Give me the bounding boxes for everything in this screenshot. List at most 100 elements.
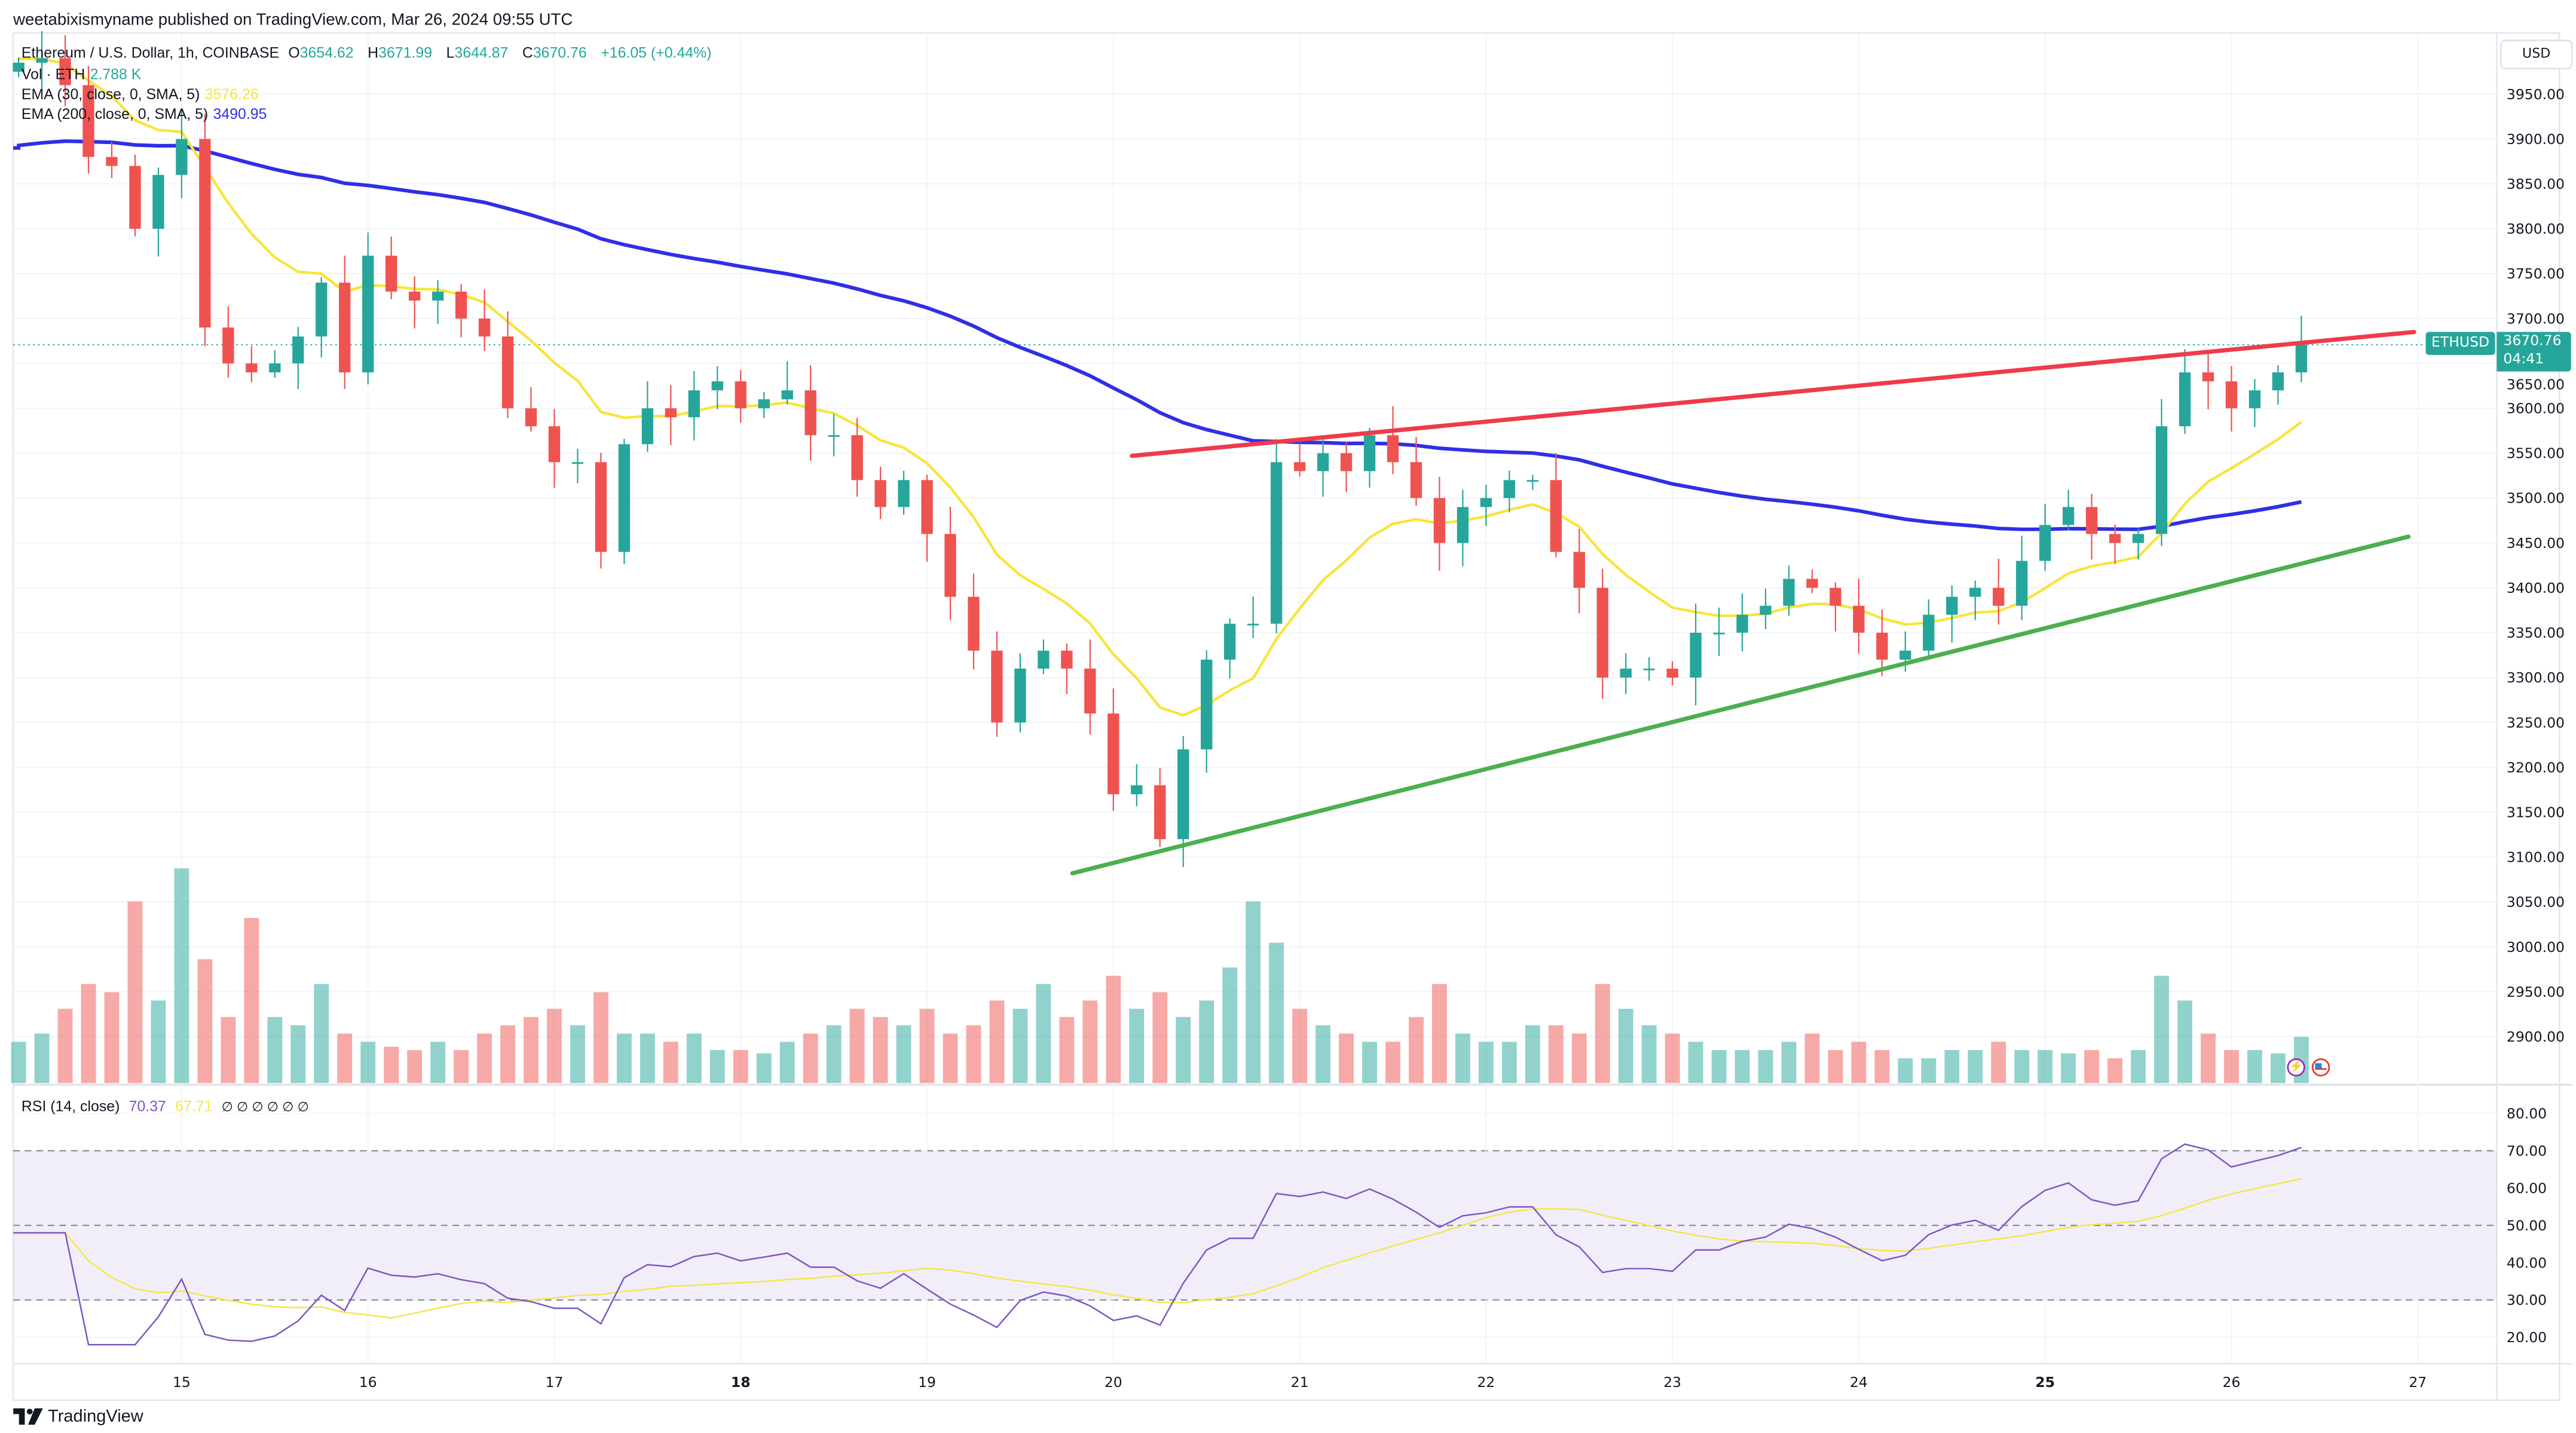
candle xyxy=(2063,489,2075,531)
candle-body xyxy=(2132,534,2144,543)
candle-body xyxy=(1340,453,1353,471)
candle-body xyxy=(991,650,1003,722)
volume-bar xyxy=(2177,1000,2192,1083)
candle xyxy=(222,306,234,378)
candle xyxy=(501,311,514,418)
candle xyxy=(1596,568,1608,699)
volume-bar xyxy=(127,901,143,1083)
volume-bar xyxy=(733,1050,748,1083)
candle-body xyxy=(1038,650,1050,669)
ema30-value: 3576.26 xyxy=(204,85,259,103)
candle-body xyxy=(1503,480,1516,498)
volume-bar xyxy=(430,1042,446,1083)
volume-bar xyxy=(34,1033,50,1083)
candle xyxy=(1573,528,1585,614)
tradingview-logo[interactable]: TradingView xyxy=(13,1407,143,1426)
volume-bar xyxy=(1152,992,1168,1083)
candle-body xyxy=(1993,587,2005,606)
time-tick-label: 27 xyxy=(2409,1374,2427,1391)
rsi-ma-value: 67.71 xyxy=(175,1098,213,1114)
volume-bar xyxy=(1315,1025,1331,1083)
candle xyxy=(152,167,164,257)
price-tick-label: 3300.00 xyxy=(2507,669,2565,686)
volume-bar xyxy=(2037,1050,2053,1083)
candle-body xyxy=(1666,668,1678,678)
candle-body xyxy=(1736,614,1748,633)
candle-body xyxy=(1806,578,1818,588)
candle-body xyxy=(1433,498,1446,543)
candle-body xyxy=(292,336,304,364)
volume-bar xyxy=(1106,975,1121,1083)
candle-body xyxy=(2272,372,2284,391)
ema200-value: 3490.95 xyxy=(213,105,267,123)
candle xyxy=(1713,607,1725,656)
candle xyxy=(781,361,793,405)
candle-body xyxy=(1480,498,1492,507)
candle xyxy=(1410,437,1422,506)
candle xyxy=(2248,379,2261,427)
candle xyxy=(1038,639,1050,674)
volume-bar xyxy=(1385,1042,1400,1083)
volume-bar xyxy=(197,959,213,1083)
candle-body xyxy=(385,255,397,292)
candle xyxy=(2155,399,2168,546)
candle xyxy=(432,280,444,324)
candle-body xyxy=(316,282,328,337)
volume-legend[interactable]: Vol · ETH 2.788 K xyxy=(22,66,146,83)
volume-bar xyxy=(2084,1050,2100,1083)
candle xyxy=(455,284,467,338)
candle-body xyxy=(921,480,933,534)
us-flag-icon[interactable] xyxy=(2311,1058,2330,1077)
volume-bar xyxy=(2201,1033,2216,1083)
candle-body xyxy=(1596,587,1608,678)
volume-bar xyxy=(1711,1050,1727,1083)
candle xyxy=(711,366,723,409)
candle xyxy=(548,409,561,488)
candle-body xyxy=(2295,344,2308,373)
candle xyxy=(176,109,188,198)
price-tick-label: 3850.00 xyxy=(2507,176,2565,192)
ema30-label: EMA (30, close, 0, SMA, 5) xyxy=(21,85,200,103)
candle xyxy=(82,66,94,174)
volume-bar xyxy=(1548,1025,1564,1083)
candle-body xyxy=(2039,525,2051,561)
candle-body xyxy=(1084,668,1096,714)
candle-body xyxy=(1713,632,1725,635)
volume-bar xyxy=(1968,1050,1983,1083)
candle xyxy=(1084,639,1096,735)
volume-bar xyxy=(1921,1058,1936,1083)
ema200-legend[interactable]: EMA (200, close, 0, SMA, 5) 3490.95 xyxy=(22,106,272,123)
candle-body xyxy=(828,435,840,437)
symbol-name[interactable]: Ethereum / U.S. Dollar, 1h, COINBASE xyxy=(21,44,280,62)
volume-bar xyxy=(290,1025,306,1083)
volume-value: 2.788 K xyxy=(90,66,142,83)
candle-body xyxy=(129,166,141,229)
time-tick-label: 16 xyxy=(359,1374,377,1391)
volume-bar xyxy=(873,1016,888,1083)
rsi-value: 70.37 xyxy=(129,1098,166,1114)
candle xyxy=(1340,442,1353,492)
candle xyxy=(804,365,816,461)
candle-body xyxy=(758,399,770,409)
rsi-legend[interactable]: RSI (14, close) 70.37 67.71 ∅ ∅ ∅ ∅ ∅ ∅ xyxy=(22,1098,314,1114)
ema200-label: EMA (200, close, 0, SMA, 5) xyxy=(21,105,209,123)
volume-bar xyxy=(1269,942,1284,1083)
candle xyxy=(1760,588,1772,629)
volume-bar xyxy=(966,1025,981,1083)
candle-body xyxy=(1061,650,1073,669)
candle-body xyxy=(1526,480,1538,482)
volume-bar xyxy=(57,1009,73,1083)
candle-body xyxy=(408,291,421,301)
volume-bar xyxy=(2014,1050,2030,1083)
candle xyxy=(1317,437,1329,497)
candle-body xyxy=(851,435,863,480)
candle-body xyxy=(804,390,816,436)
currency-button[interactable]: USD xyxy=(2499,39,2573,70)
volume-bar xyxy=(360,1042,376,1083)
candle xyxy=(1853,578,1865,654)
candle-body xyxy=(1760,605,1772,615)
ema30-legend[interactable]: EMA (30, close, 0, SMA, 5) 3576.26 xyxy=(22,86,264,103)
candle-body xyxy=(1969,587,1981,597)
lightning-icon[interactable]: ⚡ xyxy=(2287,1058,2305,1077)
